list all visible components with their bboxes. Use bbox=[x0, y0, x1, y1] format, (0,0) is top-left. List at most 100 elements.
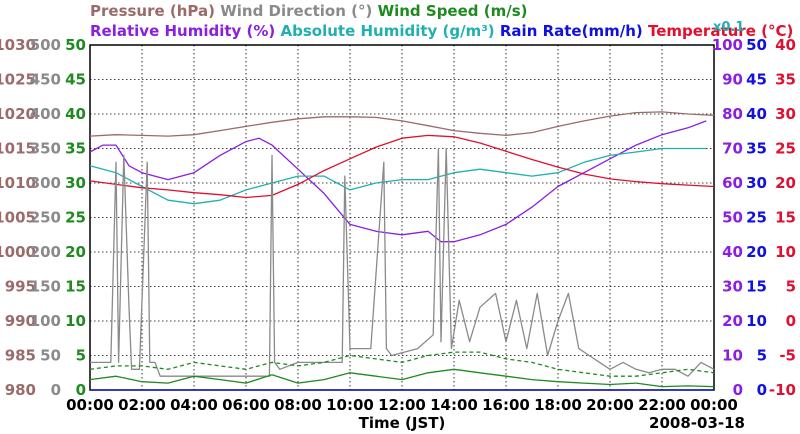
wind-speed-tick-label: 30 bbox=[65, 174, 86, 192]
wind-speed-tick-label: 50 bbox=[65, 36, 86, 54]
pressure-tick-label: 990 bbox=[5, 312, 36, 330]
wind-direction-tick-label: 200 bbox=[30, 243, 61, 261]
x-axis-ticks: 00:00 02:00 04:00 06:00 08:00 10:00 12:00 14:00… bbox=[66, 396, 738, 414]
wind-direction-tick-label: 0 bbox=[51, 381, 61, 399]
pressure-tick-label: 995 bbox=[5, 278, 36, 296]
wind-direction-tick-label: 100 bbox=[30, 312, 61, 330]
rain-rate-tick-label: 10 bbox=[746, 312, 767, 330]
right-axis-note: x0.1 bbox=[713, 20, 744, 35]
x-tick-label: 22:00 bbox=[638, 396, 686, 414]
legend-wind-speed: Wind Speed (m/s) bbox=[372, 2, 527, 20]
relative-humidity-tick-label: 10 bbox=[722, 347, 743, 365]
wind-speed-tick-label: 25 bbox=[65, 209, 86, 227]
pressure-tick-label: 985 bbox=[5, 347, 36, 365]
x-tick-label: 06:00 bbox=[222, 396, 270, 414]
right-axes: 0102030405060708090100051015202530354045… bbox=[712, 36, 796, 399]
temperature-tick-label: 30 bbox=[775, 105, 796, 123]
wind-direction-tick-label: 50 bbox=[40, 347, 61, 365]
rain-rate-tick-label: 20 bbox=[746, 243, 767, 261]
series-wind-direction bbox=[90, 147, 715, 377]
series-temperature bbox=[89, 134, 715, 199]
wind-speed-tick-label: 20 bbox=[65, 243, 86, 261]
legend-pressure: Pressure (hPa) bbox=[90, 2, 215, 20]
wind-speed-tick-label: 15 bbox=[65, 278, 86, 296]
temperature-tick-label: -10 bbox=[769, 381, 796, 399]
header-row2: Relative Humidity (%) Absolute Humidity … bbox=[90, 22, 793, 40]
pressure-tick-label: 1025 bbox=[0, 71, 36, 89]
rain-rate-tick-label: 15 bbox=[746, 278, 767, 296]
x-tick-label: 04:00 bbox=[170, 396, 218, 414]
series-absolute-humidity bbox=[89, 147, 707, 205]
legend-wind-direction: Wind Direction (°) bbox=[215, 2, 372, 20]
relative-humidity-tick-label: 30 bbox=[722, 278, 743, 296]
rain-rate-tick-label: 35 bbox=[746, 140, 767, 158]
temperature-tick-label: 5 bbox=[786, 278, 796, 296]
x-tick-label: 08:00 bbox=[274, 396, 322, 414]
relative-humidity-tick-label: 60 bbox=[722, 174, 743, 192]
x-axis-label: Time (JST) bbox=[359, 414, 446, 432]
relative-humidity-tick-label: 20 bbox=[722, 312, 743, 330]
temperature-tick-label: 35 bbox=[775, 71, 796, 89]
x-tick-label: 18:00 bbox=[534, 396, 582, 414]
rain-rate-tick-label: 0 bbox=[757, 381, 767, 399]
relative-humidity-tick-label: 70 bbox=[722, 140, 743, 158]
relative-humidity-tick-label: 40 bbox=[722, 243, 743, 261]
relative-humidity-tick-label: 50 bbox=[722, 209, 743, 227]
pressure-tick-label: 1010 bbox=[0, 174, 36, 192]
wind-speed-tick-label: 10 bbox=[65, 312, 86, 330]
pressure-tick-label: 1030 bbox=[0, 36, 36, 54]
x-tick-label: 14:00 bbox=[430, 396, 478, 414]
wind-speed-tick-label: 0 bbox=[76, 381, 86, 399]
left-axes: 9809859909951000100510101015102010251030… bbox=[0, 36, 86, 399]
relative-humidity-tick-label: 0 bbox=[733, 381, 743, 399]
wind-direction-tick-label: 300 bbox=[30, 174, 61, 192]
date-label: 2008-03-18 bbox=[649, 414, 745, 432]
wind-direction-tick-label: 250 bbox=[30, 209, 61, 227]
series-pressure bbox=[89, 111, 715, 137]
legend-relative-humidity: Relative Humidity (%) bbox=[90, 22, 275, 40]
relative-humidity-tick-label: 100 bbox=[712, 36, 743, 54]
series-wind-speed-dashed bbox=[89, 351, 715, 377]
pressure-tick-label: 980 bbox=[5, 381, 36, 399]
wind-direction-tick-label: 150 bbox=[30, 278, 61, 296]
x-tick-label: 16:00 bbox=[482, 396, 530, 414]
x-tick-label: 00:00 bbox=[66, 396, 114, 414]
x-tick-label: 02:00 bbox=[118, 396, 166, 414]
temperature-tick-label: 20 bbox=[775, 174, 796, 192]
wind-speed-tick-label: 40 bbox=[65, 105, 86, 123]
temperature-tick-label: 25 bbox=[775, 140, 796, 158]
temperature-tick-label: -5 bbox=[779, 347, 796, 365]
temperature-tick-label: 40 bbox=[775, 36, 796, 54]
series-group bbox=[89, 111, 715, 391]
legend-absolute-humidity: Absolute Humidity (g/m³) bbox=[275, 22, 494, 40]
series-relative-humidity bbox=[89, 120, 707, 243]
x-tick-label: 10:00 bbox=[326, 396, 374, 414]
temperature-tick-label: 0 bbox=[786, 312, 796, 330]
wind-speed-tick-label: 5 bbox=[76, 347, 86, 365]
series-wind-speed bbox=[89, 368, 715, 388]
header-row1: Pressure (hPa) Wind Direction (°) Wind S… bbox=[90, 2, 528, 20]
wind-direction-tick-label: 350 bbox=[30, 140, 61, 158]
rain-rate-tick-label: 25 bbox=[746, 209, 767, 227]
wind-direction-tick-label: 500 bbox=[30, 36, 61, 54]
rain-rate-tick-label: 50 bbox=[746, 36, 767, 54]
temperature-tick-label: 10 bbox=[775, 243, 796, 261]
x-tick-label: 20:00 bbox=[586, 396, 634, 414]
wind-speed-tick-label: 45 bbox=[65, 71, 86, 89]
legend-rain-rate: Rain Rate(mm/h) bbox=[495, 22, 643, 40]
relative-humidity-tick-label: 80 bbox=[722, 105, 743, 123]
rain-rate-tick-label: 45 bbox=[746, 71, 767, 89]
rain-rate-tick-label: 5 bbox=[757, 347, 767, 365]
x-tick-label: 00:00 bbox=[690, 396, 738, 414]
relative-humidity-tick-label: 90 bbox=[722, 71, 743, 89]
pressure-tick-label: 1005 bbox=[0, 209, 36, 227]
grid bbox=[90, 45, 714, 390]
legend-temperature: Temperature (°C) bbox=[643, 22, 794, 40]
wind-direction-tick-label: 450 bbox=[30, 71, 61, 89]
rain-rate-tick-label: 30 bbox=[746, 174, 767, 192]
rain-rate-tick-label: 40 bbox=[746, 105, 767, 123]
